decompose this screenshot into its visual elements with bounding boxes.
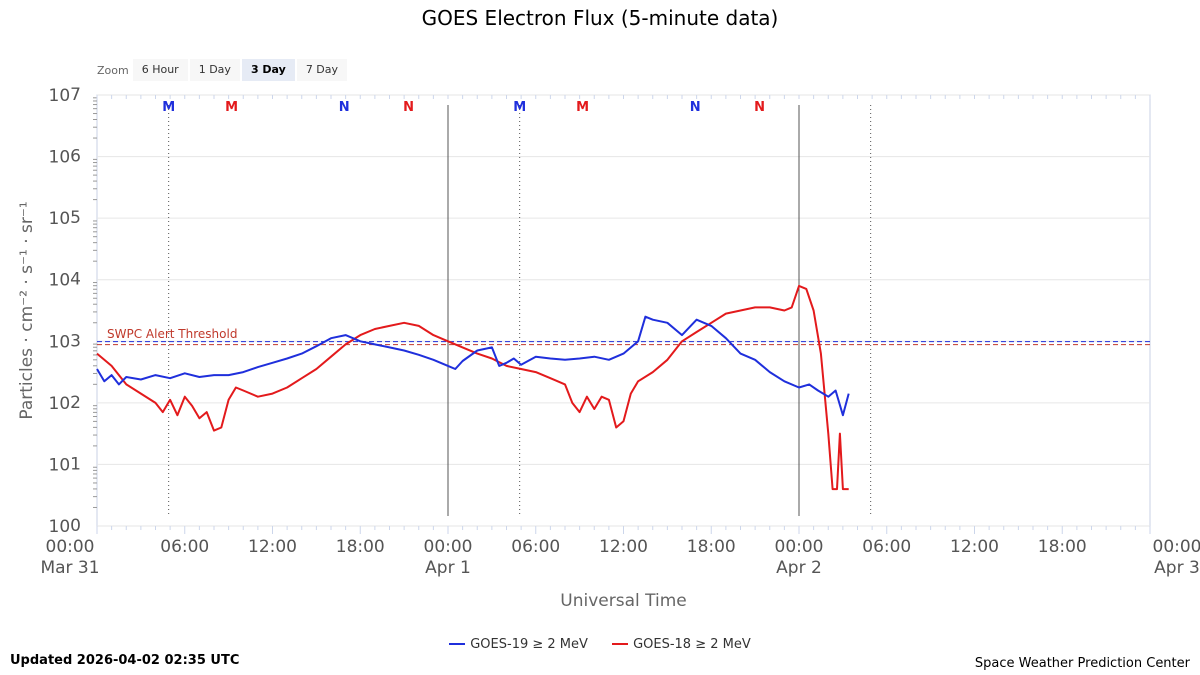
series-line-goes-18 (96, 284, 849, 491)
x-tick-label: 06:00 (862, 537, 911, 557)
plot-area-border (96, 94, 1151, 527)
legend-item-goes-18[interactable]: GOES-18 ≥ 2 MeV (612, 637, 751, 652)
y-axis-title: Particles · cm⁻² · s⁻¹ · sr⁻¹ (17, 201, 37, 419)
y-tick-label: 106 (49, 147, 81, 168)
marker-n: N (403, 100, 414, 115)
x-tick-date-label: Apr 2 (776, 558, 822, 578)
legend-item-goes-19[interactable]: GOES-19 ≥ 2 MeV (449, 637, 588, 652)
x-tick-date-label: Apr 1 (425, 558, 471, 578)
x-tick-label: 18:00 (336, 537, 385, 557)
zoom-label: Zoom (97, 63, 129, 77)
marker-m: M (225, 100, 238, 115)
x-tick-label: 00:00 (1153, 537, 1200, 557)
x-tick-date-label: Apr 3 (1154, 558, 1200, 578)
x-tick-label: 12:00 (599, 537, 648, 557)
zoom-bar: Zoom 6 Hour 1 Day 3 Day 7 Day (97, 59, 349, 81)
y-tick-label: 101 (49, 454, 81, 475)
legend-label-goes-18: GOES-18 ≥ 2 MeV (633, 636, 751, 652)
y-tick-label: 105 (49, 208, 81, 229)
y-tick-label: 104 (49, 270, 81, 291)
x-tick-label: 18:00 (1038, 537, 1087, 557)
marker-n: N (754, 100, 765, 115)
x-tick-label: 00:00 (424, 537, 473, 557)
x-tick-label: 12:00 (248, 537, 297, 557)
x-axis-title: Universal Time (560, 591, 686, 611)
y-tick-label: 102 (49, 393, 81, 414)
x-tick-date-label: Mar 31 (40, 558, 99, 578)
legend: GOES-19 ≥ 2 MeV GOES-18 ≥ 2 MeV (0, 634, 1200, 652)
marker-m: M (513, 100, 526, 115)
chart-title: GOES Electron Flux (5-minute data) (421, 6, 779, 30)
threshold-label: SWPC Alert Threshold (107, 327, 237, 341)
zoom-1-day-button[interactable]: 1 Day (189, 59, 240, 81)
x-tick-label: 12:00 (950, 537, 999, 557)
x-tick-label: 06:00 (511, 537, 560, 557)
y-tick-label: 103 (49, 331, 81, 352)
y-tick-label: 100 (49, 516, 81, 537)
marker-m: M (162, 100, 175, 115)
zoom-6-hour-button[interactable]: 6 Hour (132, 59, 188, 81)
marker-m: M (576, 100, 589, 115)
zoom-3-day-button[interactable]: 3 Day (241, 59, 295, 81)
marker-n: N (339, 100, 350, 115)
y-tick-label: 107 (49, 85, 81, 106)
marker-n: N (690, 100, 701, 115)
x-tick-label: 00:00 (46, 537, 95, 557)
zoom-7-day-button[interactable]: 7 Day (296, 59, 348, 81)
series-line-goes-19 (96, 315, 850, 417)
updated-timestamp: Updated 2026-04-02 02:35 UTC (10, 653, 240, 668)
x-tick-label: 00:00 (775, 537, 824, 557)
legend-swatch-goes-18 (612, 643, 629, 645)
legend-label-goes-19: GOES-19 ≥ 2 MeV (470, 636, 588, 652)
legend-swatch-goes-19 (449, 643, 466, 645)
x-tick-label: 06:00 (160, 537, 209, 557)
credit-text: Space Weather Prediction Center (974, 656, 1190, 671)
x-tick-label: 18:00 (687, 537, 736, 557)
